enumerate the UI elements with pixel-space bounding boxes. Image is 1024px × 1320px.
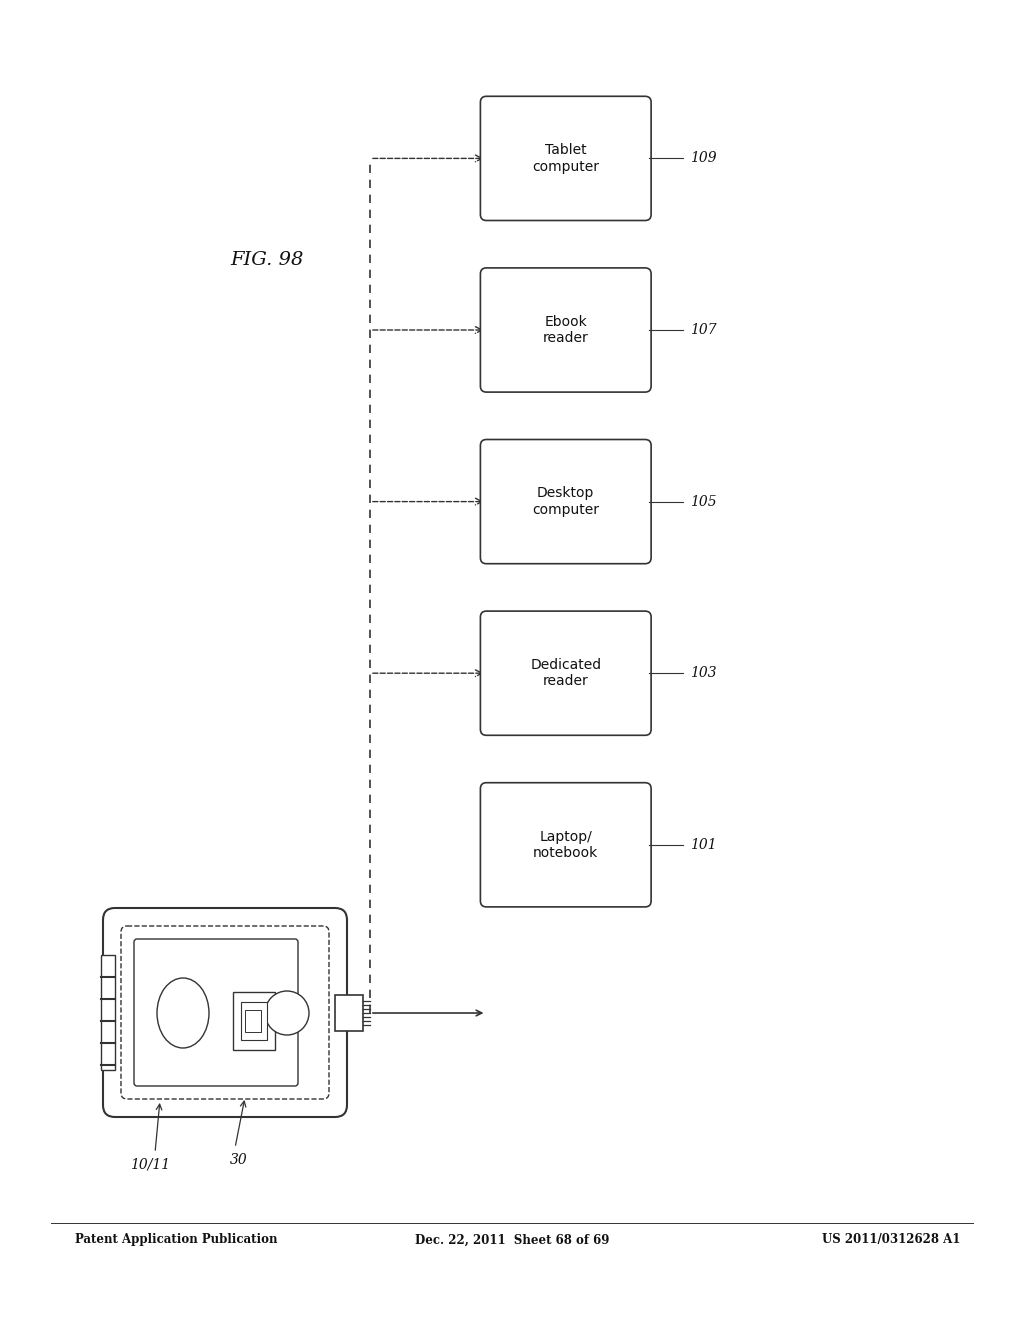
Bar (335, 995, 362, 1031)
Text: FIG. 98: FIG. 98 (230, 251, 303, 269)
Text: Patent Application Publication: Patent Application Publication (75, 1233, 278, 1246)
FancyBboxPatch shape (480, 611, 651, 735)
Text: 30: 30 (230, 1152, 248, 1167)
Text: 109: 109 (690, 152, 717, 165)
FancyBboxPatch shape (480, 440, 651, 564)
Bar (101, 954, 115, 1071)
FancyBboxPatch shape (121, 927, 329, 1100)
Text: Laptop/
notebook: Laptop/ notebook (534, 830, 598, 859)
Text: US 2011/0312628 A1: US 2011/0312628 A1 (821, 1233, 961, 1246)
Text: Tablet
computer: Tablet computer (532, 144, 599, 173)
Text: Ebook
reader: Ebook reader (543, 315, 589, 345)
Text: Dedicated
reader: Dedicated reader (530, 659, 601, 688)
FancyBboxPatch shape (241, 1002, 267, 1040)
Ellipse shape (157, 978, 209, 1048)
FancyBboxPatch shape (480, 268, 651, 392)
FancyBboxPatch shape (103, 908, 347, 1117)
Text: Desktop
computer: Desktop computer (532, 487, 599, 516)
Text: 105: 105 (690, 495, 717, 508)
Text: Dec. 22, 2011  Sheet 68 of 69: Dec. 22, 2011 Sheet 68 of 69 (415, 1233, 609, 1246)
Text: 107: 107 (690, 323, 717, 337)
Text: 103: 103 (690, 667, 717, 680)
FancyBboxPatch shape (233, 993, 275, 1049)
Circle shape (265, 991, 309, 1035)
FancyBboxPatch shape (480, 96, 651, 220)
Text: 101: 101 (690, 838, 717, 851)
Text: 10/11: 10/11 (130, 1158, 170, 1172)
FancyBboxPatch shape (245, 1010, 261, 1032)
FancyBboxPatch shape (480, 783, 651, 907)
FancyBboxPatch shape (134, 939, 298, 1086)
